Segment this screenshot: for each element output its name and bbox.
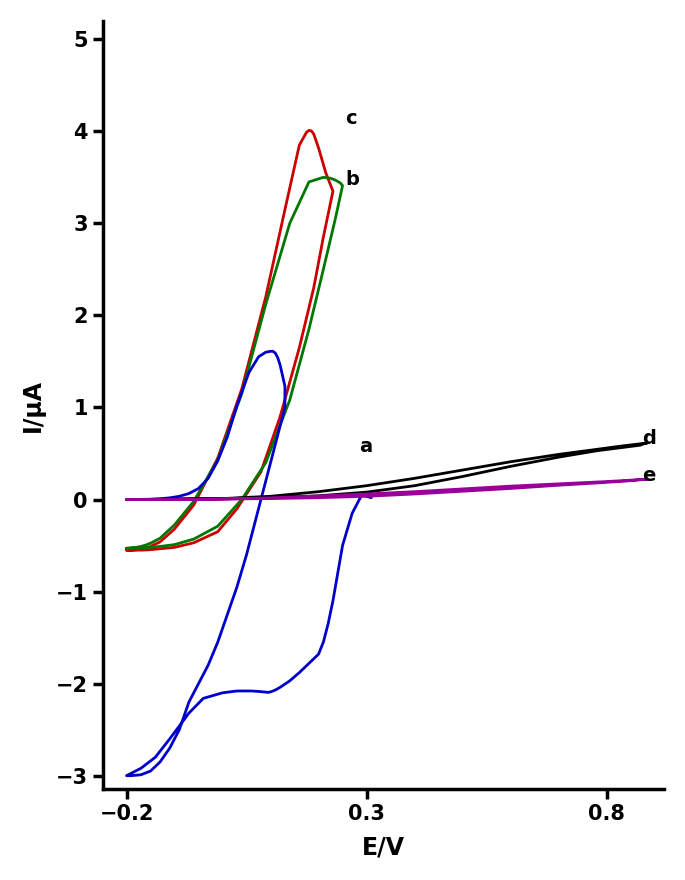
Text: e: e xyxy=(643,466,656,485)
Text: c: c xyxy=(345,109,357,128)
Text: d: d xyxy=(643,429,656,448)
Y-axis label: I/μA: I/μA xyxy=(21,378,45,432)
X-axis label: E/V: E/V xyxy=(362,835,405,859)
Text: b: b xyxy=(345,170,359,188)
Text: a: a xyxy=(360,436,373,456)
